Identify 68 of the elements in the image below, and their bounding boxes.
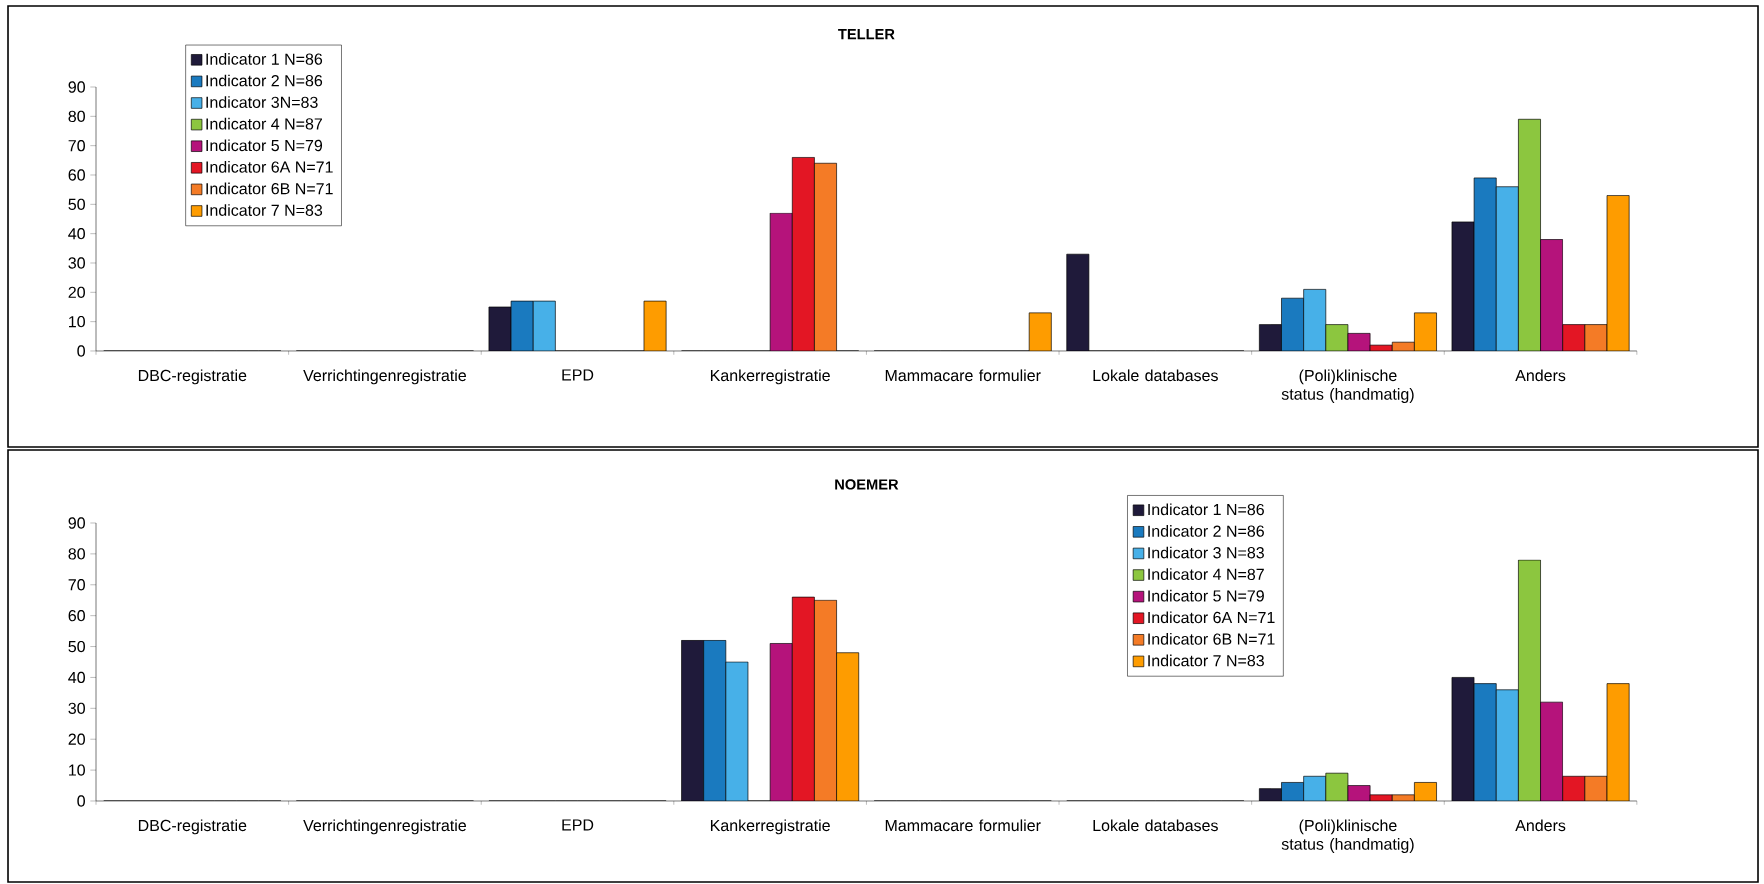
x-tick-label: Anders	[1515, 369, 1566, 382]
legend-label: Indicator 7 N=83	[1148, 654, 1264, 667]
x-tick-label: Mammacare formulier	[885, 369, 1041, 382]
bar	[1325, 324, 1348, 351]
x-tick-label: Verrichtingenregistratie	[303, 819, 466, 835]
bar	[792, 157, 815, 351]
x-tick-label: Anders	[1515, 819, 1566, 832]
bar	[1473, 683, 1497, 801]
x-tick-label: Kankerregistratie	[710, 819, 830, 835]
x-tick-label: DBC-registratie	[138, 369, 247, 385]
bar	[1281, 298, 1304, 351]
bar	[1518, 559, 1541, 801]
chart-title: NOEMER	[835, 479, 899, 490]
bar	[703, 640, 726, 801]
legend-label: Indicator 6A N=71	[1148, 611, 1275, 624]
x-tick-label: Kankerregistratie	[710, 369, 830, 385]
y-tick-label: 80	[68, 110, 85, 122]
legend-label: Indicator 1 N=86	[206, 53, 323, 65]
y-tick-label: 70	[68, 140, 85, 152]
bar	[1518, 118, 1541, 351]
x-tick-label: (Poli)klinische status (handmatig)	[1281, 369, 1414, 403]
x-tick-label: DBC-registratie	[138, 819, 247, 835]
y-tick-label: 40	[68, 228, 85, 240]
x-tick-label: EPD	[562, 369, 594, 381]
bar	[511, 301, 534, 351]
legend-label: Indicator 3N=83	[206, 96, 318, 108]
legend-label: Indicator 4 N=87	[206, 117, 322, 130]
legend-label: Indicator 6B N=71	[1148, 633, 1275, 645]
bar	[792, 597, 815, 801]
y-tick-label: 90	[68, 81, 85, 93]
x-tick-label: Lokale databases	[1093, 819, 1218, 832]
legend-label: Indicator 5 N=79	[206, 139, 323, 152]
legend-label: Indicator 7 N=83	[206, 204, 323, 216]
bar	[1473, 177, 1497, 351]
x-tick-label: EPD	[562, 819, 594, 831]
bar	[1606, 195, 1630, 351]
x-tick-label: Verrichtingenregistratie	[303, 369, 466, 385]
legend-label: Indicator 3 N=83	[1148, 546, 1264, 559]
y-tick-label: 70	[68, 579, 85, 591]
y-tick-label: 50	[68, 198, 85, 210]
legend-label: Indicator 5 N=79	[1148, 589, 1264, 602]
legend-label: Indicator 4 N=87	[1148, 568, 1264, 580]
y-tick-label: 40	[68, 671, 85, 684]
y-tick-label: 10	[69, 764, 85, 776]
bar	[814, 600, 837, 801]
y-tick-label: 20	[68, 286, 85, 298]
legend-label: Indicator 1 N=86	[1148, 503, 1264, 516]
legend-label: Indicator 6B N=71	[206, 182, 333, 195]
legend-label: Indicator 2 N=86	[206, 74, 323, 87]
y-tick-label: 0	[77, 795, 85, 807]
y-tick-label: 60	[68, 169, 85, 181]
y-tick-label: 10	[69, 316, 85, 328]
y-tick-label: 30	[68, 702, 85, 714]
y-tick-label: 30	[68, 257, 85, 269]
legend-label: Indicator 2 N=86	[1148, 525, 1264, 537]
y-tick-label: 80	[68, 548, 85, 560]
y-tick-label: 60	[68, 610, 85, 622]
y-tick-label: 0	[77, 345, 85, 357]
x-tick-label: (Poli)klinische status (handmatig)	[1281, 819, 1414, 853]
y-tick-label: 90	[68, 517, 85, 529]
legend-label: Indicator 6A N=71	[206, 161, 333, 173]
y-tick-label: 20	[68, 733, 85, 745]
bar	[814, 163, 837, 351]
y-tick-label: 50	[68, 640, 85, 653]
chart-title: TELLER	[838, 29, 895, 40]
x-tick-label: Mammacare formulier	[885, 819, 1041, 832]
bar	[1562, 324, 1586, 351]
x-tick-label: Lokale databases	[1093, 369, 1218, 382]
